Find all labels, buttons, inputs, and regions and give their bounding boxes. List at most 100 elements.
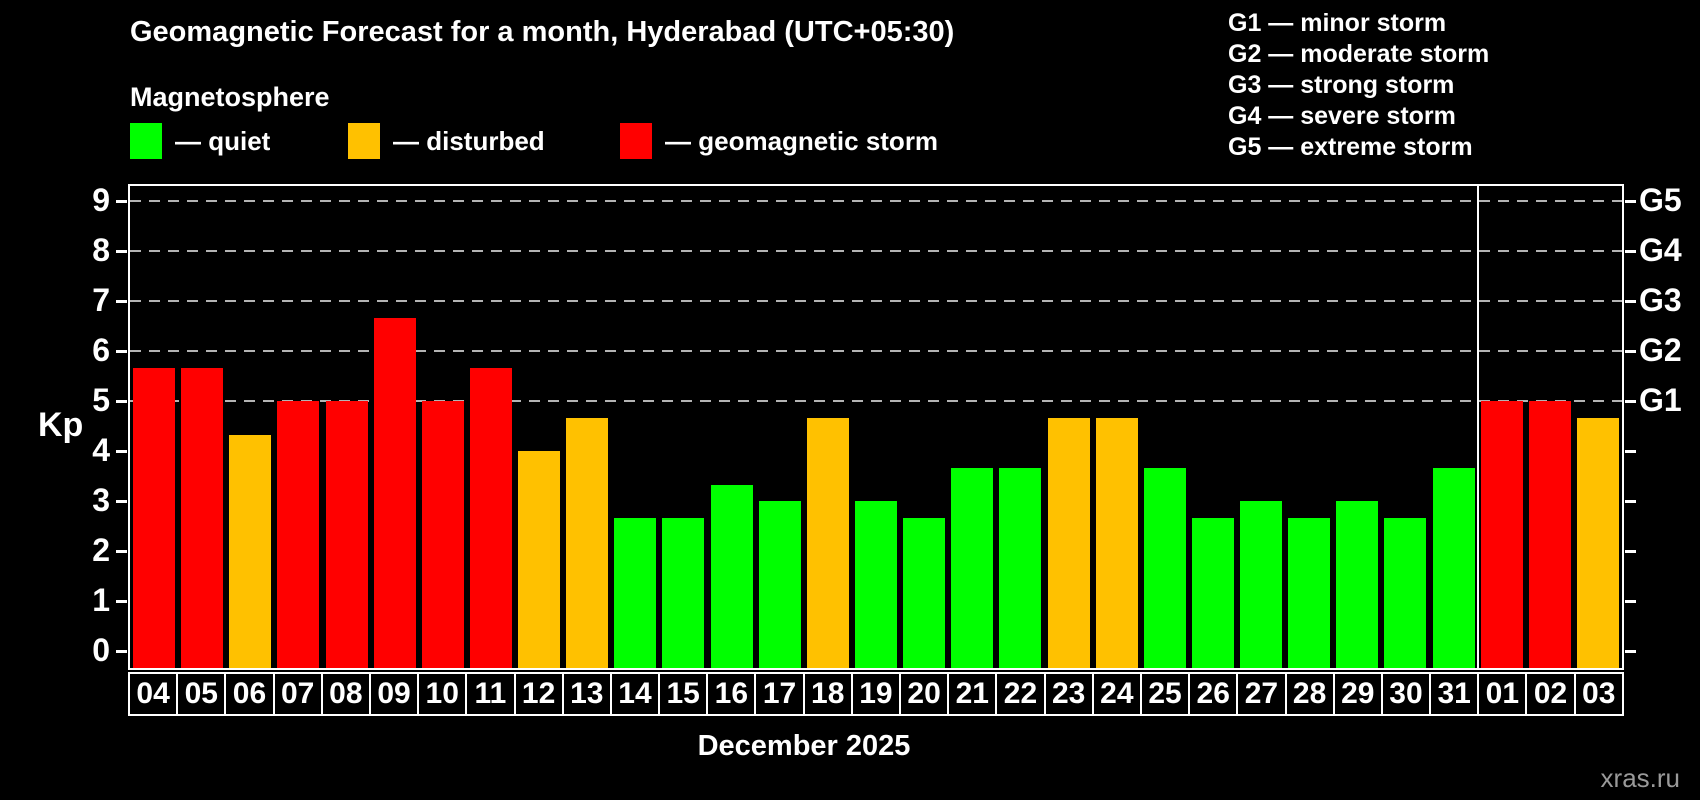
day-box-06: 06 [224, 672, 275, 716]
left-tick-3 [116, 500, 127, 503]
kp-bar-day-21 [951, 467, 994, 668]
storm-color-swatch [620, 123, 652, 159]
y-tick-label-4: 4 [92, 431, 110, 468]
kp-bar-day-27 [1240, 501, 1283, 668]
day-box-31: 31 [1429, 672, 1480, 716]
legend-label-storm: — geomagnetic storm [665, 125, 939, 156]
quiet-color-swatch [130, 123, 162, 159]
x-axis-day-boxes: 04 05 06 07 08 09 10 11 12 13 14 15 16 17 18 19 20 21 22 23… [128, 672, 1624, 716]
watermark: xras.ru [1600, 763, 1680, 793]
g-axis-label-G5: G5 [1639, 181, 1682, 218]
kp-bar-day-25 [1143, 467, 1186, 668]
kp-bar-day-14 [614, 517, 657, 668]
day-box-19: 19 [850, 672, 901, 716]
kp-bar-day-10 [421, 401, 464, 668]
day-box-20: 20 [899, 672, 950, 716]
g-axis-label-G2: G2 [1639, 331, 1682, 368]
y-tick-label-3: 3 [92, 481, 110, 518]
y-tick-label-7: 7 [92, 281, 110, 318]
g-legend-line-g2: G2 — moderate storm [1228, 40, 1490, 68]
legend-item-disturbed: — disturbed [348, 122, 545, 160]
kp-bar-day-04 [133, 367, 176, 668]
day-box-09: 09 [368, 672, 420, 716]
left-tick-2 [116, 550, 127, 553]
g-scale-legend: G1 — minor storm G2 — moderate storm G3 … [1228, 8, 1489, 163]
right-tick-2 [1625, 550, 1636, 553]
day-box-29: 29 [1332, 672, 1383, 716]
day-box-26: 26 [1188, 672, 1239, 716]
day-box-18: 18 [802, 672, 853, 716]
day-box-13: 13 [561, 672, 612, 716]
gridline-kp7 [130, 300, 1622, 302]
day-box-28: 28 [1284, 672, 1335, 716]
day-box-07: 07 [272, 672, 323, 716]
magnetosphere-subtitle: Magnetosphere [130, 82, 330, 112]
day-box-27: 27 [1236, 672, 1287, 716]
kp-bar-day-13 [566, 417, 609, 668]
kp-bar-day-30 [1384, 517, 1427, 668]
right-tick-7 [1625, 300, 1636, 303]
day-box-01: 01 [1477, 672, 1528, 716]
day-box-02: 02 [1525, 672, 1576, 716]
kp-bar-day-29 [1336, 501, 1379, 668]
left-tick-1 [116, 600, 127, 603]
kp-bar-day-24 [1095, 417, 1138, 668]
disturbed-color-swatch [348, 123, 380, 159]
left-tick-6 [116, 350, 127, 353]
kp-bar-day-06 [229, 434, 272, 668]
y-tick-label-6: 6 [92, 331, 110, 368]
day-box-22: 22 [995, 672, 1046, 716]
day-box-12: 12 [513, 672, 564, 716]
kp-bar-day-22 [999, 467, 1042, 668]
left-tick-0 [116, 650, 127, 653]
right-tick-3 [1625, 500, 1636, 503]
plot-area: 0 1 2 3 4 5 6 7 8 9 G1 G2 G3 G4 G5 [92, 182, 1682, 668]
kp-bar-day-23 [1047, 417, 1090, 668]
kp-bar-day-18 [806, 417, 849, 668]
kp-bar-day-20 [903, 517, 946, 668]
legend-item-storm: — geomagnetic storm [620, 122, 938, 160]
y-tick-label-0: 0 [92, 631, 110, 668]
day-box-03: 03 [1573, 672, 1624, 716]
y-tick-label-2: 2 [92, 531, 110, 568]
left-tick-4 [116, 450, 127, 453]
kp-bar-day-31 [1432, 467, 1475, 668]
g-axis-label-G1: G1 [1639, 381, 1682, 418]
left-tick-7 [116, 300, 127, 303]
kp-bar-day-17 [758, 501, 801, 668]
day-box-17: 17 [754, 672, 805, 716]
legend-label-quiet: — quiet [175, 125, 271, 156]
right-tick-1 [1625, 600, 1636, 603]
y-tick-label-5: 5 [92, 381, 110, 418]
left-tick-9 [116, 200, 127, 203]
right-tick-6 [1625, 350, 1636, 353]
x-axis-title: December 2025 [697, 730, 911, 762]
day-box-04: 04 [128, 672, 179, 716]
kp-bar-day-07 [277, 401, 320, 668]
day-box-24: 24 [1091, 672, 1142, 716]
kp-bar-day-26 [1191, 517, 1234, 668]
legend-item-quiet: — quiet [130, 122, 270, 160]
day-box-08: 08 [320, 672, 371, 716]
legend-label-disturbed: — disturbed [393, 125, 545, 156]
kp-bar-day-28 [1288, 517, 1331, 668]
y-tick-label-1: 1 [92, 581, 110, 618]
day-box-15: 15 [658, 672, 709, 716]
kp-bar-day-01 [1480, 401, 1523, 668]
kp-bar-day-09 [373, 317, 416, 668]
kp-bar-day-08 [325, 401, 368, 668]
g-axis-label-G4: G4 [1639, 231, 1682, 268]
day-box-30: 30 [1380, 672, 1432, 716]
g-legend-line-g5: G5 — extreme storm [1228, 133, 1473, 161]
day-box-05: 05 [176, 672, 227, 716]
gridline-kp9 [130, 200, 1622, 202]
day-box-23: 23 [1043, 672, 1094, 716]
kp-bar-day-19 [855, 501, 897, 668]
y-tick-label-9: 9 [92, 181, 110, 218]
kp-bar-day-05 [181, 367, 224, 668]
left-tick-5 [116, 400, 127, 403]
y-tick-label-8: 8 [92, 231, 110, 268]
gridline-kp8 [130, 250, 1622, 252]
y-axis-label: Kp [38, 406, 84, 444]
right-tick-0 [1625, 650, 1636, 653]
